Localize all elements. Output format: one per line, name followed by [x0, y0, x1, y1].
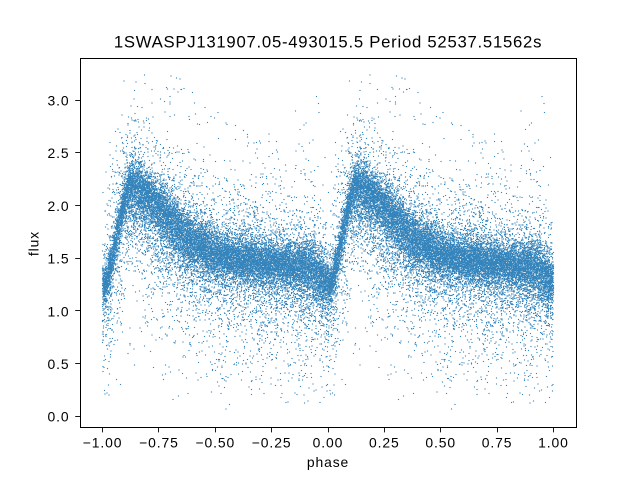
svg-text:−0.25: −0.25 [252, 435, 292, 451]
svg-text:0.25: 0.25 [369, 435, 400, 451]
svg-text:0.75: 0.75 [482, 435, 513, 451]
svg-text:1.5: 1.5 [47, 251, 69, 267]
svg-text:2.0: 2.0 [47, 198, 69, 214]
svg-text:phase: phase [307, 454, 349, 470]
svg-text:0.5: 0.5 [47, 356, 69, 372]
svg-text:0.0: 0.0 [47, 409, 69, 425]
svg-text:1.0: 1.0 [47, 303, 69, 319]
svg-text:−0.75: −0.75 [139, 435, 179, 451]
svg-text:−0.50: −0.50 [195, 435, 235, 451]
svg-text:0.50: 0.50 [425, 435, 456, 451]
svg-text:1.00: 1.00 [538, 435, 569, 451]
svg-text:−1.00: −1.00 [83, 435, 123, 451]
svg-text:flux: flux [26, 231, 42, 256]
svg-text:0.00: 0.00 [313, 435, 344, 451]
svg-text:3.0: 3.0 [47, 93, 69, 109]
svg-text:1SWASPJ131907.05-493015.5 Peri: 1SWASPJ131907.05-493015.5 Period 52537.5… [114, 33, 542, 52]
svg-text:2.5: 2.5 [47, 145, 69, 161]
